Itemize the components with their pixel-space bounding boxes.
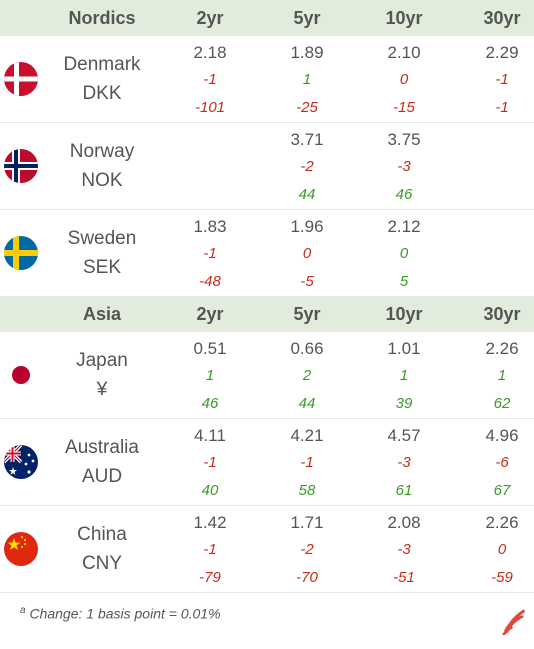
column-header-2yr: 2yr <box>196 7 224 28</box>
cell-2yr: 4.11 -1 40 <box>194 426 226 499</box>
column-header-5yr: 5yr <box>293 303 321 324</box>
country-name: Japan ¥ <box>40 346 164 404</box>
column-header-10yr: 10yr <box>385 303 423 324</box>
cell-10yr: 2.12 0 5 <box>387 217 421 290</box>
cell-5yr: 0.66 2 44 <box>290 339 324 412</box>
currency-code: ¥ <box>96 379 108 400</box>
denmark-flag-icon <box>4 62 38 96</box>
column-header-30yr: 30yr <box>483 7 521 28</box>
cell-2yr: 1.83 -1 -48 <box>193 217 227 290</box>
cell-5yr: 1.89 1 -25 <box>290 43 324 116</box>
column-header-30yr: 30yr <box>483 303 521 324</box>
table-footer: a Change: 1 basis point = 0.01% <box>0 592 534 649</box>
cell-2yr <box>170 127 250 209</box>
cell-5yr: 1.71 -2 -70 <box>290 513 324 586</box>
cell-10yr: 2.10 0 -15 <box>387 43 421 116</box>
brand-logo-icon <box>500 605 526 635</box>
table-row-china: China CNY 1.42 -1 -79 1.71 -2 -70 2.08 -… <box>0 506 534 592</box>
currency-code: DKK <box>82 83 122 104</box>
cell-30yr: 2.26 1 62 <box>485 339 519 412</box>
cell-30yr: 2.26 0 -59 <box>485 513 519 586</box>
country-name: Denmark DKK <box>40 50 164 108</box>
cell-10yr: 4.57 -3 61 <box>387 426 421 499</box>
country-name: Sweden SEK <box>40 224 164 282</box>
cell-2yr: 1.42 -1 -79 <box>193 513 227 586</box>
table-row-australia: Australia AUD 4.11 -1 40 4.21 -1 58 4.57… <box>0 419 534 506</box>
cell-2yr: 2.18 -1 -101 <box>193 43 227 116</box>
cell-10yr: 1.01 1 39 <box>387 339 421 412</box>
region-label: Asia <box>82 303 122 324</box>
section-header-nordics: Nordics 2yr 5yr 10yr 30yr <box>0 0 534 36</box>
japan-flag-icon <box>4 358 38 392</box>
country-name: Australia AUD <box>40 433 164 491</box>
sweden-flag-icon <box>4 236 38 270</box>
cell-30yr: 4.96 -6 67 <box>485 426 519 499</box>
australia-flag-icon <box>4 445 38 479</box>
column-header-2yr: 2yr <box>196 303 224 324</box>
section-header-asia: Asia 2yr 5yr 10yr 30yr <box>0 296 534 332</box>
table-row-denmark: Denmark DKK 2.18 -1 -101 1.89 1 -25 2.10… <box>0 36 534 123</box>
country-name: China CNY <box>40 520 164 578</box>
cell-10yr: 2.08 -3 -51 <box>387 513 421 586</box>
country-name: Norway NOK <box>40 137 164 195</box>
region-label: Nordics <box>68 7 136 28</box>
footnote-text: Change: 1 basis point = 0.01% <box>29 605 221 622</box>
table-row-sweden: Sweden SEK 1.83 -1 -48 1.96 0 -5 2.12 0 … <box>0 210 534 296</box>
cell-30yr <box>462 127 534 209</box>
table-row-norway: Norway NOK 3.71 -2 44 3.75 -3 46 <box>0 123 534 210</box>
cell-30yr: 2.29 -1 -1 <box>485 43 519 116</box>
cell-10yr: 3.75 -3 46 <box>387 130 421 203</box>
cell-5yr: 3.71 -2 44 <box>290 130 324 203</box>
norway-flag-icon <box>4 149 38 183</box>
column-header-5yr: 5yr <box>293 7 321 28</box>
currency-code: CNY <box>81 553 123 574</box>
currency-code: NOK <box>81 170 123 191</box>
currency-code: AUD <box>81 466 123 487</box>
cell-5yr: 1.96 0 -5 <box>290 217 324 290</box>
currency-code: SEK <box>82 257 122 278</box>
column-header-10yr: 10yr <box>385 7 423 28</box>
china-flag-icon <box>4 532 38 566</box>
cell-5yr: 4.21 -1 58 <box>290 426 324 499</box>
footnote-marker: a <box>20 605 26 616</box>
cell-2yr: 0.51 1 46 <box>193 339 227 412</box>
cell-30yr <box>462 214 534 296</box>
footnote: a Change: 1 basis point = 0.01% <box>20 605 221 622</box>
table-row-japan: Japan ¥ 0.51 1 46 0.66 2 44 1.01 1 39 2.… <box>0 332 534 419</box>
